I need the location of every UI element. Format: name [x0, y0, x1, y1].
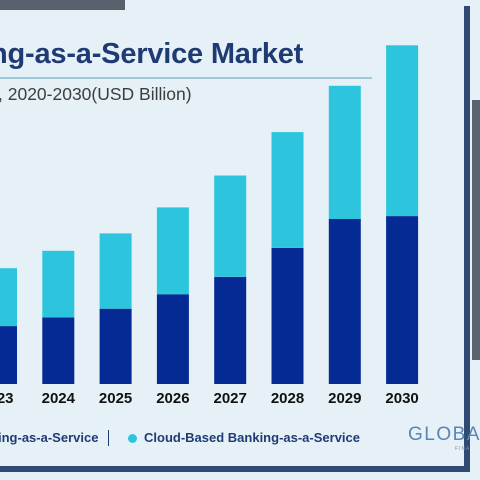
bar-series2-2025	[99, 233, 132, 309]
bar-series1-2028	[271, 247, 304, 384]
bar-series2-2024	[42, 250, 75, 318]
x-tick-label-2024: 2024	[42, 390, 76, 407]
legend-separator	[108, 430, 109, 446]
right-accent-bar	[472, 100, 480, 360]
bar-series2-2023	[0, 268, 17, 327]
bar-series1-2026	[156, 294, 189, 384]
top-accent-bar	[0, 0, 125, 10]
bar-series1-2029	[328, 219, 361, 384]
legend-series2-dot	[128, 434, 137, 443]
chart-subtitle: , 2020-2030(USD Billion)	[0, 84, 192, 104]
logo-subtext: FINA	[455, 446, 471, 452]
bar-series2-2027	[214, 175, 247, 277]
x-tick-label-2029: 2029	[328, 390, 361, 407]
x-tick-label-2030: 2030	[385, 390, 418, 407]
x-tick-label-2026: 2026	[156, 390, 189, 407]
title-underline	[0, 77, 372, 79]
logo: GLOBA	[408, 424, 480, 445]
bar-series1-2027	[214, 276, 247, 384]
x-tick-label-2027: 2027	[214, 390, 247, 407]
bar-series2-2028	[271, 132, 304, 248]
chart-title: ng-as-a-Service Market	[0, 38, 304, 70]
bar-series1-2023	[0, 326, 17, 384]
bar-series2-2026	[156, 207, 189, 295]
bar-series2-2029	[328, 85, 361, 219]
x-tick-label-2028: 2028	[271, 390, 304, 407]
legend-series1-label: ing-as-a-Service	[0, 430, 99, 445]
bar-series2-2030	[386, 45, 419, 217]
x-tick-label-2023: 023	[0, 390, 14, 407]
bar-series1-2025	[99, 308, 132, 384]
bar-series1-2024	[42, 317, 75, 384]
bar-series1-2030	[386, 216, 419, 384]
x-tick-label-2025: 2025	[99, 390, 132, 407]
legend-series2-label: Cloud-Based Banking-as-a-Service	[144, 430, 361, 445]
